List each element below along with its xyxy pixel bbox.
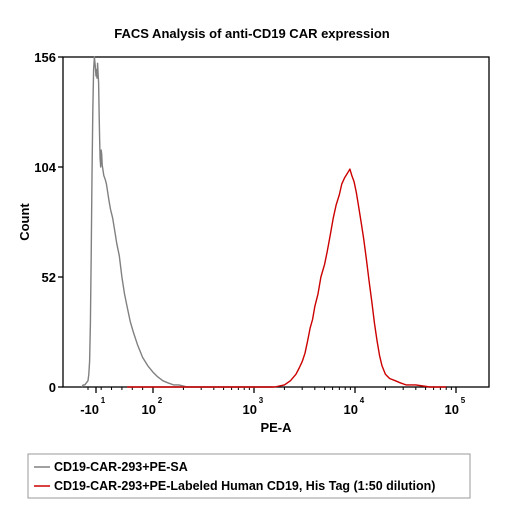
legend: CD19-CAR-293+PE-SA CD19-CAR-293+PE-Label…: [27, 453, 471, 499]
x-tick-label: -10: [80, 402, 99, 417]
x-tick-label: 10: [344, 402, 358, 417]
legend-entry-red: CD19-CAR-293+PE-Labeled Human CD19, His …: [54, 479, 435, 493]
series-line-0: [81, 56, 272, 388]
y-tick-label: 104: [34, 160, 56, 175]
x-axis-title: PE-A: [260, 420, 292, 435]
y-axis-title: Count: [17, 203, 32, 241]
legend-entry-gray: CD19-CAR-293+PE-SA: [54, 460, 188, 474]
x-tick-exponent: 3: [259, 396, 264, 405]
y-tick-label: 156: [34, 50, 56, 65]
x-tick-label: 10: [445, 402, 459, 417]
x-tick-label: 10: [142, 402, 156, 417]
series-line-1: [127, 168, 447, 388]
y-tick-label: 52: [42, 270, 56, 285]
x-tick-exponent: 5: [461, 396, 466, 405]
y-axis: 0 52 104 156: [34, 50, 63, 395]
x-tick-label: 10: [243, 402, 257, 417]
series-layer: [81, 56, 447, 388]
legend-box: [27, 453, 471, 499]
plot-frame: [62, 56, 490, 388]
x-tick-exponent: 1: [101, 396, 106, 405]
chart-title: FACS Analysis of anti-CD19 CAR expressio…: [114, 26, 390, 41]
y-tick-label: 0: [49, 380, 56, 395]
x-tick-exponent: 2: [158, 396, 163, 405]
x-tick-exponent: 4: [360, 396, 365, 405]
